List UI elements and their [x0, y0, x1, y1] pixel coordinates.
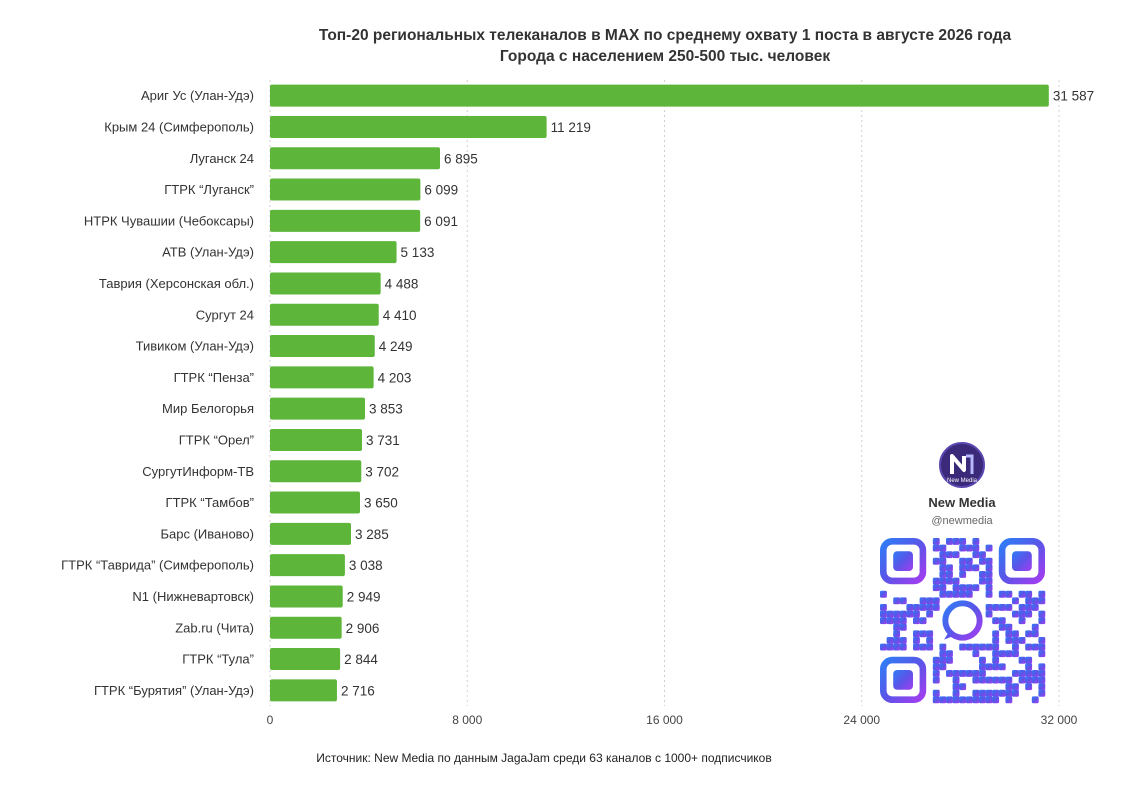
value-label: 6 895 — [444, 151, 478, 166]
category-label: ГТРК “Орел” — [179, 432, 254, 447]
bar — [270, 585, 343, 608]
brand-name: New Media — [928, 495, 996, 510]
qr-code-icon — [879, 537, 1046, 704]
value-label: 4 203 — [378, 370, 412, 385]
category-label: СургутИнформ-ТВ — [142, 464, 254, 479]
new-media-logo-icon: New Media — [939, 442, 985, 488]
bar — [270, 241, 397, 264]
bar — [270, 428, 362, 451]
category-label: ГТРК “Бурятия” (Улан-Удэ) — [94, 683, 254, 698]
category-label: Ариг Ус (Улан-Удэ) — [141, 88, 254, 103]
value-label: 3 038 — [349, 558, 383, 573]
category-label: N1 (Нижневартовск) — [132, 589, 254, 604]
category-label: Тивиком (Улан-Удэ) — [136, 339, 254, 354]
category-label: Сургут 24 — [196, 307, 254, 322]
value-label: 4 488 — [385, 276, 419, 291]
value-label: 3 853 — [369, 402, 403, 417]
value-label: 6 091 — [424, 214, 458, 229]
value-labels: 31 587 11 219 6 895 6 099 6 091 5 133 4 488 4 4… — [341, 89, 1094, 699]
value-label: 4 410 — [383, 308, 417, 323]
bars — [270, 84, 1049, 702]
bar — [270, 115, 547, 138]
value-label: 31 587 — [1053, 89, 1094, 104]
value-label: 2 844 — [344, 652, 378, 667]
category-label: Таврия (Херсонская обл.) — [99, 276, 254, 291]
bar — [270, 178, 421, 201]
bar — [270, 491, 360, 514]
value-label: 2 949 — [347, 589, 381, 604]
value-label: 11 219 — [551, 120, 591, 135]
category-label: Барс (Иваново) — [161, 526, 255, 541]
svg-text:New Media: New Media — [947, 478, 978, 484]
category-label: ГТРК “Пенза” — [174, 370, 254, 385]
value-label: 4 249 — [379, 339, 413, 354]
bar — [270, 272, 381, 295]
category-label: ГТРК “Таврида” (Симферополь) — [61, 558, 254, 573]
bar — [270, 209, 421, 232]
bar — [270, 616, 342, 639]
x-tick-label: 32 000 — [1041, 713, 1078, 727]
grid — [269, 80, 1060, 706]
bar — [270, 366, 374, 389]
category-label: НТРК Чувашии (Чебоксары) — [84, 213, 254, 228]
value-label: 2 906 — [346, 621, 380, 636]
value-label: 3 650 — [364, 496, 398, 511]
x-tick-label: 8 000 — [452, 713, 482, 727]
category-label: АТВ (Улан-Удэ) — [162, 245, 254, 260]
bar — [270, 554, 345, 577]
category-label: ГТРК “Тула” — [182, 652, 254, 667]
value-label: 2 716 — [341, 683, 375, 698]
value-label: 3 702 — [365, 464, 399, 479]
value-label: 5 133 — [401, 245, 435, 260]
value-label: 3 285 — [355, 527, 389, 542]
category-label: ГТРК “Луганск” — [164, 182, 254, 197]
category-label: Мир Белогорья — [162, 401, 254, 416]
bar — [270, 147, 441, 170]
source-note: Источник: New Media по данным JagaJam ср… — [316, 751, 771, 765]
bar — [270, 303, 379, 326]
x-tick-label: 24 000 — [843, 713, 880, 727]
bar — [270, 648, 341, 671]
category-label: ГТРК “Тамбов” — [166, 495, 254, 510]
x-axis-ticks: 0 8 000 16 000 24 000 32 000 — [267, 713, 1078, 727]
value-label: 6 099 — [424, 183, 458, 198]
bar — [270, 335, 375, 358]
chart-title: Топ-20 региональных телеканалов в MAX по… — [319, 27, 1012, 44]
bar — [270, 679, 337, 702]
x-tick-label: 16 000 — [646, 713, 683, 727]
category-label: Луганск 24 — [190, 151, 254, 166]
x-tick-label: 0 — [267, 713, 274, 727]
value-label: 3 731 — [366, 433, 400, 448]
category-label: Zab.ru (Чита) — [175, 620, 254, 635]
bar — [270, 397, 366, 420]
bar — [270, 460, 362, 483]
category-labels: Ариг Ус (Улан-Удэ) Крым 24 (Симферополь) Л… — [61, 88, 254, 698]
bar — [270, 522, 351, 545]
brand-handle: @newmedia — [931, 515, 993, 527]
chart-subtitle: Города с населением 250-500 тыс. человек — [500, 48, 830, 65]
bar — [270, 84, 1049, 107]
category-label: Крым 24 (Симферополь) — [104, 119, 254, 134]
